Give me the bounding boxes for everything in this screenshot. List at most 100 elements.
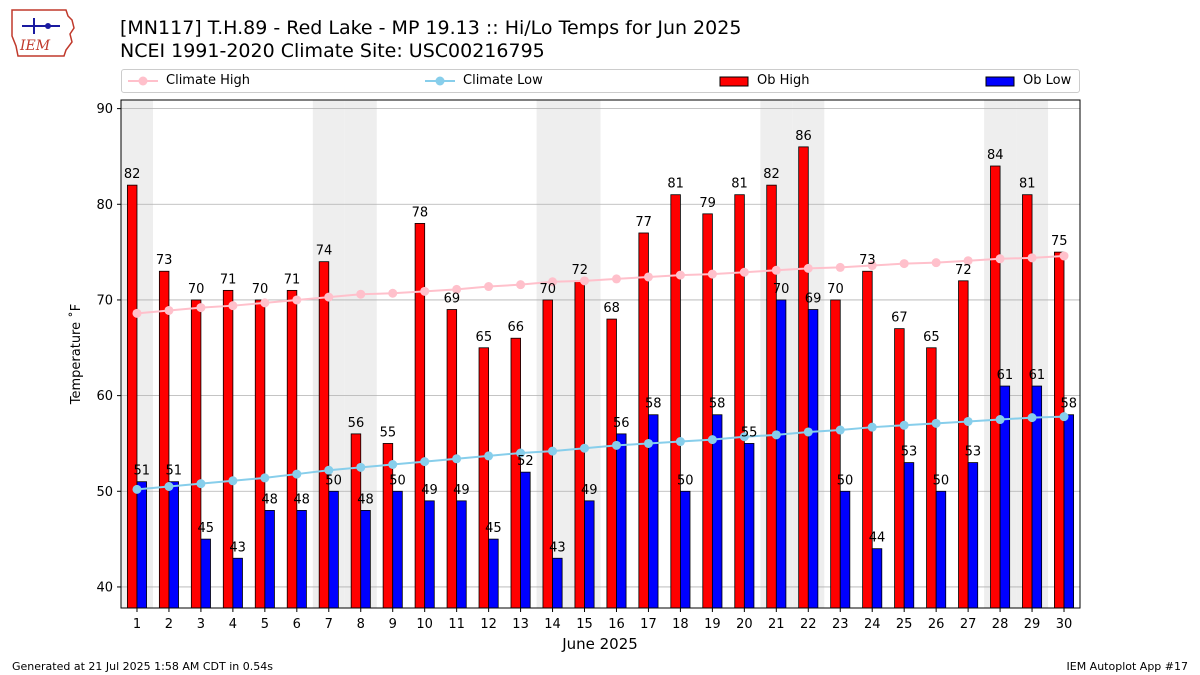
climate-low-point (867, 422, 877, 432)
ob-high-value-label: 81 (667, 177, 684, 192)
ob-high-value-label: 86 (795, 129, 812, 144)
climate-low-point (260, 473, 270, 483)
x-tick-label: 12 (480, 617, 497, 632)
x-tick-label: 7 (325, 617, 333, 632)
ob-high-value-label: 73 (156, 253, 173, 268)
climate-high-point (707, 269, 717, 279)
ob-low-bar (168, 481, 179, 609)
legend-label-climate-low: Climate Low (463, 73, 543, 88)
climate-low-point (324, 465, 334, 475)
x-tick-label: 26 (928, 617, 945, 632)
x-tick-label: 11 (448, 617, 465, 632)
ob-low-value-label: 58 (645, 397, 662, 412)
x-tick-label: 29 (1024, 617, 1041, 632)
y-tick-label: 50 (96, 485, 113, 500)
ob-low-value-label: 58 (709, 397, 726, 412)
climate-high-line-icon (128, 76, 158, 85)
climate-low-point (1059, 412, 1069, 422)
x-tick-label: 28 (992, 617, 1009, 632)
legend-item-ob-high: Ob High (719, 73, 810, 88)
ob-low-value-label: 43 (229, 540, 246, 555)
climate-high-point (548, 277, 558, 287)
legend-item-climate-high: Climate High (128, 73, 250, 88)
ob-low-bar (200, 538, 211, 609)
ob-high-bar (862, 270, 873, 609)
ob-high-value-label: 84 (987, 148, 1004, 163)
climate-high-point (771, 265, 781, 275)
climate-low-point (196, 479, 206, 489)
x-tick-label: 15 (576, 617, 593, 632)
bar-value-labels: 82 51 73 51 70 45 71 43 70 48 71 48 74 50 56 48 55 50 78 49… (124, 129, 1077, 555)
ob-high-value-label: 56 (348, 416, 365, 431)
y-tick-label: 60 (96, 389, 113, 404)
ob-high-bar (190, 299, 202, 609)
x-tick-label: 8 (357, 617, 365, 632)
y-axis-label: Temperature ˚F (68, 304, 84, 405)
ob-low-bar (807, 309, 819, 609)
climate-low-point (164, 482, 174, 492)
climate-high-point (835, 262, 845, 272)
ob-low-bar (136, 481, 147, 609)
ob-low-value-label: 51 (165, 464, 182, 479)
x-tick-label: 4 (229, 617, 237, 632)
ob-low-value-label: 50 (933, 473, 950, 488)
iem-logo: IEM (8, 6, 80, 60)
ob-low-value-label: 49 (421, 483, 438, 498)
climate-high-point (1059, 251, 1069, 261)
climate-high-point (867, 261, 877, 271)
ob-low-bar (935, 490, 947, 609)
ob-low-bar (232, 557, 243, 609)
x-tick-label: 20 (736, 617, 753, 632)
x-tick-label: 14 (544, 617, 561, 632)
y-tick-label: 40 (96, 580, 113, 595)
climate-high-point (292, 295, 302, 305)
ob-high-bar (510, 337, 521, 609)
climate-low-point (516, 448, 526, 458)
ob-high-value-label: 65 (476, 330, 493, 345)
x-axis-label: June 2025 (561, 635, 638, 653)
ob-low-value-label: 51 (134, 464, 151, 479)
ob-high-value-label: 70 (827, 282, 844, 297)
ob-high-value-label: 55 (380, 425, 397, 440)
climate-high-point (643, 272, 653, 282)
ob-high-bar (414, 223, 426, 609)
climate-low-point (995, 415, 1005, 425)
ob-high-bar (606, 318, 617, 609)
climate-high-point (963, 256, 973, 266)
ob-low-value-label: 50 (389, 473, 406, 488)
ob-low-value-label: 48 (261, 492, 278, 507)
ob-high-bar (158, 270, 170, 609)
ob-low-bar (584, 500, 595, 609)
ob-low-swatch-icon (985, 76, 1015, 86)
ob-low-value-label: 70 (773, 282, 790, 297)
ob-low-value-label: 53 (965, 445, 982, 460)
ob-high-value-label: 75 (1051, 234, 1068, 249)
climate-high-point (484, 282, 494, 292)
ob-high-bar (734, 194, 745, 609)
ob-low-value-label: 61 (1029, 368, 1046, 383)
climate-low-point (580, 443, 590, 453)
x-tick-label: 27 (960, 617, 977, 632)
x-tick-label: 17 (640, 617, 657, 632)
x-tick-label: 18 (672, 617, 689, 632)
climate-low-point (548, 446, 558, 456)
ob-high-bar (126, 184, 138, 609)
climate-high-line (136, 254, 1065, 315)
y-tick-label: 80 (96, 198, 113, 213)
legend-item-ob-low: Ob Low (985, 73, 1071, 88)
ob-high-bar (990, 165, 1001, 609)
ob-high-value-label: 74 (316, 244, 333, 259)
ob-low-value-label: 48 (357, 492, 374, 507)
ob-high-bar (798, 146, 809, 609)
climate-high-point (516, 280, 526, 290)
climate-low-point (356, 462, 366, 472)
x-tick-label: 6 (293, 617, 301, 632)
ob-high-value-label: 69 (444, 292, 461, 307)
x-tick-label: 30 (1056, 617, 1073, 632)
climate-high-point (420, 286, 430, 296)
ob-high-bar (830, 299, 841, 609)
ob-high-value-label: 68 (603, 301, 620, 316)
climate-high-point (356, 289, 366, 299)
ob-high-value-label: 82 (763, 167, 780, 182)
climate-low-point (803, 427, 813, 437)
